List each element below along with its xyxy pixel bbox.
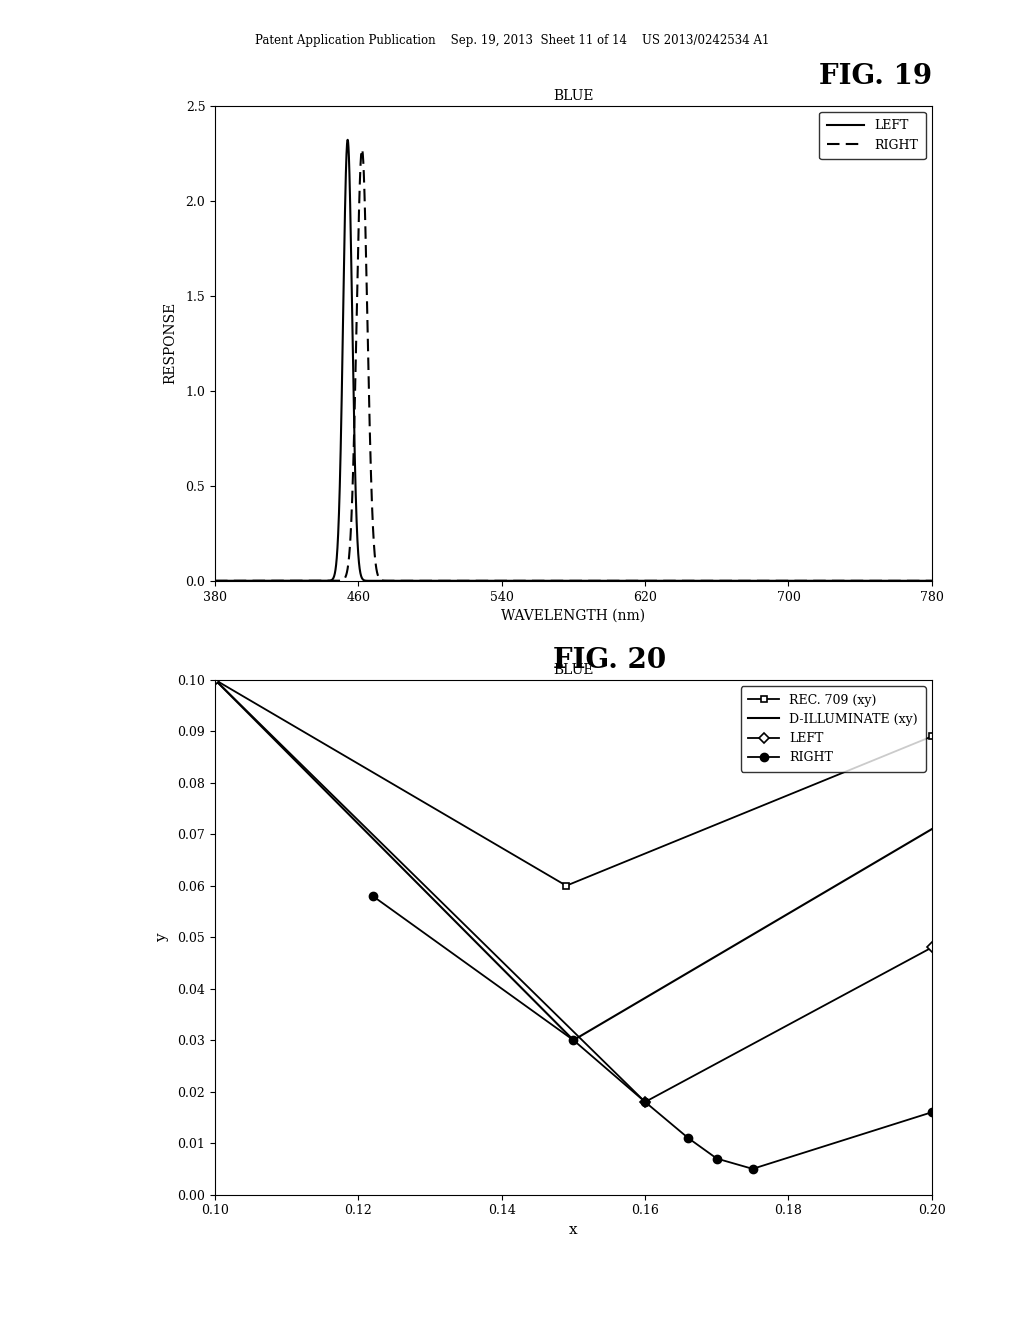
RIGHT — [469, 573, 481, 589]
RIGHT — [633, 573, 645, 589]
RIGHT — [209, 573, 221, 589]
RIGHT — [245, 573, 257, 589]
Line: REC. 709 (xy): REC. 709 (xy) — [212, 676, 935, 890]
D-ILLUMINATE (xy) — [209, 672, 221, 688]
X-axis label: x: x — [569, 1222, 578, 1237]
RIGHT — [639, 1094, 651, 1110]
LEFT — [209, 672, 221, 688]
LEFT — [514, 573, 526, 589]
Text: FIG. 20: FIG. 20 — [553, 647, 666, 673]
D-ILLUMINATE (xy) — [926, 821, 938, 837]
LEFT — [469, 573, 481, 589]
RIGHT — [740, 573, 753, 589]
RIGHT — [682, 1130, 694, 1146]
RIGHT — [356, 141, 369, 157]
RIGHT — [711, 1151, 723, 1167]
X-axis label: WAVELENGTH (nm): WAVELENGTH (nm) — [502, 609, 645, 623]
LEFT — [926, 573, 938, 589]
RIGHT — [665, 573, 677, 589]
RIGHT — [926, 573, 938, 589]
D-ILLUMINATE (xy) — [567, 1032, 580, 1048]
LEFT — [926, 940, 938, 956]
Title: BLUE: BLUE — [553, 663, 594, 677]
Legend: LEFT, RIGHT: LEFT, RIGHT — [819, 112, 926, 160]
Y-axis label: RESPONSE: RESPONSE — [163, 302, 177, 384]
RIGHT — [778, 573, 791, 589]
RIGHT — [567, 1032, 580, 1048]
LEFT — [778, 573, 791, 589]
Line: LEFT: LEFT — [215, 140, 932, 581]
Line: LEFT: LEFT — [212, 676, 935, 1105]
Line: RIGHT: RIGHT — [215, 149, 932, 581]
Legend: REC. 709 (xy), D-ILLUMINATE (xy), LEFT, RIGHT: REC. 709 (xy), D-ILLUMINATE (xy), LEFT, … — [740, 686, 926, 772]
LEFT — [342, 132, 354, 148]
RIGHT — [926, 1105, 938, 1121]
Title: BLUE: BLUE — [553, 88, 594, 103]
REC. 709 (xy) — [209, 672, 221, 688]
RIGHT — [746, 1162, 759, 1177]
LEFT — [245, 573, 257, 589]
LEFT — [665, 573, 677, 589]
LEFT — [209, 573, 221, 589]
REC. 709 (xy) — [560, 878, 572, 894]
Line: D-ILLUMINATE (xy): D-ILLUMINATE (xy) — [215, 680, 932, 1040]
Line: RIGHT: RIGHT — [369, 892, 936, 1173]
Text: Patent Application Publication    Sep. 19, 2013  Sheet 11 of 14    US 2013/02425: Patent Application Publication Sep. 19, … — [255, 34, 769, 48]
RIGHT — [563, 573, 575, 589]
LEFT — [633, 573, 645, 589]
RIGHT — [367, 888, 379, 904]
LEFT — [639, 1094, 651, 1110]
LEFT — [740, 573, 753, 589]
REC. 709 (xy) — [926, 729, 938, 744]
Y-axis label: y: y — [155, 933, 169, 941]
Text: FIG. 19: FIG. 19 — [819, 63, 932, 90]
